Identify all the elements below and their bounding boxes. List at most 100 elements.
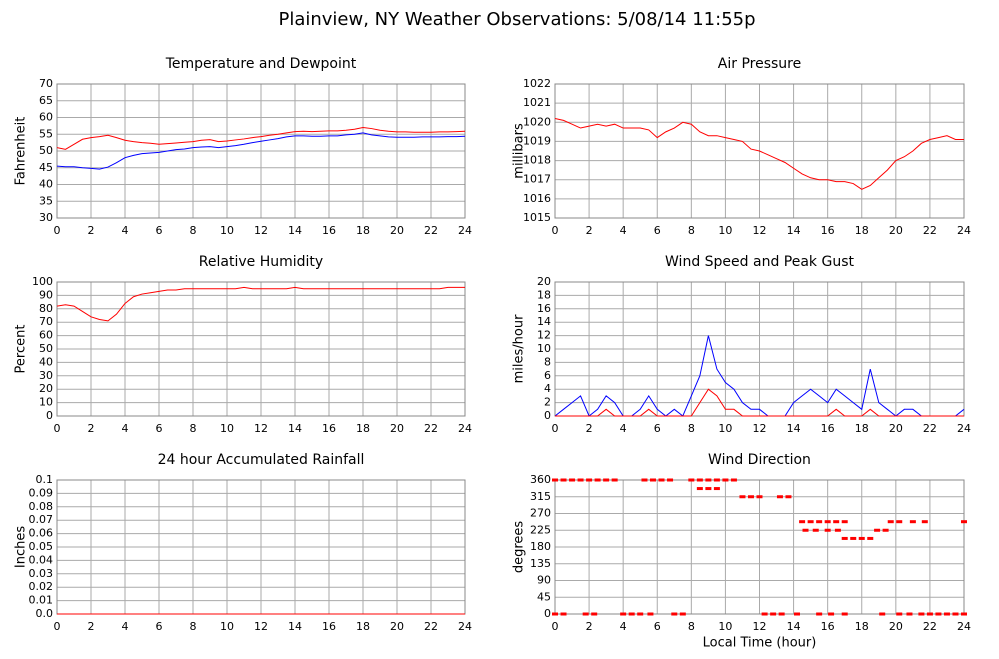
- data-point: [637, 612, 644, 616]
- data-point: [569, 478, 576, 482]
- y-axis-label: degrees: [512, 521, 527, 574]
- data-point: [874, 528, 881, 532]
- x-tick-label: 16: [821, 620, 835, 633]
- plot-frame: [554, 83, 965, 219]
- chart-title: Wind Direction: [708, 452, 811, 468]
- data-point: [887, 520, 894, 524]
- x-tick-label: 24: [458, 422, 472, 435]
- x-tick-label: 16: [322, 422, 336, 435]
- data-point: [761, 612, 768, 616]
- data-point: [943, 612, 950, 616]
- data-point: [739, 495, 746, 499]
- x-tick-label: 18: [855, 224, 869, 237]
- x-tick-label: 12: [254, 422, 268, 435]
- y-tick-label: 135: [530, 557, 551, 570]
- y-tick-label: 0.08: [29, 500, 54, 513]
- x-tick-label: 6: [654, 620, 661, 633]
- y-axis-label: Fahrenheit: [14, 117, 29, 186]
- data-point: [770, 612, 777, 616]
- data-point: [560, 478, 567, 482]
- x-tick-label: 24: [957, 620, 971, 633]
- data-line: [56, 286, 465, 322]
- y-tick-label: 1018: [523, 154, 551, 167]
- data-point: [756, 495, 763, 499]
- data-point: [961, 612, 967, 616]
- data-point: [778, 612, 785, 616]
- x-tick-label: 12: [254, 620, 268, 633]
- y-tick-label: 0.1: [36, 473, 54, 486]
- data-point: [730, 478, 737, 482]
- x-tick-label: 4: [122, 422, 129, 435]
- y-tick-label: 225: [530, 523, 551, 536]
- data-point: [785, 495, 792, 499]
- x-tick-label: 8: [190, 620, 197, 633]
- x-tick-label: 24: [957, 224, 971, 237]
- x-tick-label: 14: [787, 620, 801, 633]
- data-point: [591, 612, 598, 616]
- data-point: [713, 487, 720, 491]
- x-tick-label: 14: [288, 224, 302, 237]
- y-axis-label: Inches: [14, 526, 29, 568]
- y-tick-label: 1019: [523, 134, 551, 147]
- data-point: [918, 612, 925, 616]
- chart-title: Temperature and Dewpoint: [165, 56, 357, 72]
- x-tick-label: 24: [458, 620, 472, 633]
- x-tick-label: 2: [586, 224, 593, 237]
- data-point: [641, 478, 648, 482]
- x-tick-label: 22: [424, 422, 438, 435]
- x-tick-label: 2: [88, 224, 95, 237]
- y-tick-label: 8: [544, 355, 551, 368]
- y-tick-label: 40: [39, 355, 53, 368]
- data-point: [802, 528, 809, 532]
- chart-title: Air Pressure: [718, 56, 801, 72]
- x-tick-label: 16: [821, 422, 835, 435]
- y-tick-label: 45: [537, 590, 551, 603]
- x-tick-label: 4: [620, 422, 627, 435]
- y-tick-label: 60: [39, 111, 53, 124]
- y-tick-label: 1016: [523, 192, 551, 205]
- data-point: [594, 478, 601, 482]
- x-tick-label: 20: [889, 620, 903, 633]
- x-tick-label: 12: [753, 620, 767, 633]
- data-point: [824, 520, 831, 524]
- y-tick-label: 0.03: [29, 567, 54, 580]
- data-point: [841, 612, 848, 616]
- y-tick-label: 18: [537, 288, 551, 301]
- data-point: [824, 528, 831, 532]
- data-point: [647, 612, 654, 616]
- x-tick-label: 16: [322, 620, 336, 633]
- data-point: [705, 487, 712, 491]
- x-tick-label: 16: [322, 224, 336, 237]
- y-axis-label: millibars: [512, 123, 527, 179]
- x-tick-label: 18: [855, 422, 869, 435]
- x-tick-label: 10: [220, 224, 234, 237]
- x-tick-label: 2: [88, 422, 95, 435]
- y-tick-label: 1022: [523, 77, 551, 90]
- data-point: [896, 520, 903, 524]
- x-tick-label: 20: [390, 620, 404, 633]
- x-tick-label: 0: [54, 422, 61, 435]
- y-tick-label: 0: [544, 607, 551, 620]
- x-tick-label: 22: [424, 224, 438, 237]
- x-tick-label: 22: [424, 620, 438, 633]
- x-tick-label: 6: [156, 224, 163, 237]
- x-tick-label: 10: [718, 422, 732, 435]
- data-point: [649, 478, 656, 482]
- x-tick-label: 0: [552, 422, 559, 435]
- data-point: [841, 536, 848, 540]
- data-point: [628, 612, 635, 616]
- y-tick-label: 10: [537, 342, 551, 355]
- y-tick-label: 0.06: [29, 527, 54, 540]
- data-point: [552, 478, 558, 482]
- data-line: [56, 132, 466, 170]
- y-tick-label: 0.09: [29, 486, 54, 499]
- y-tick-label: 315: [530, 490, 551, 503]
- y-tick-label: 70: [39, 315, 53, 328]
- data-point: [705, 478, 712, 482]
- y-tick-label: 1020: [523, 115, 551, 128]
- y-tick-label: 0: [544, 409, 551, 422]
